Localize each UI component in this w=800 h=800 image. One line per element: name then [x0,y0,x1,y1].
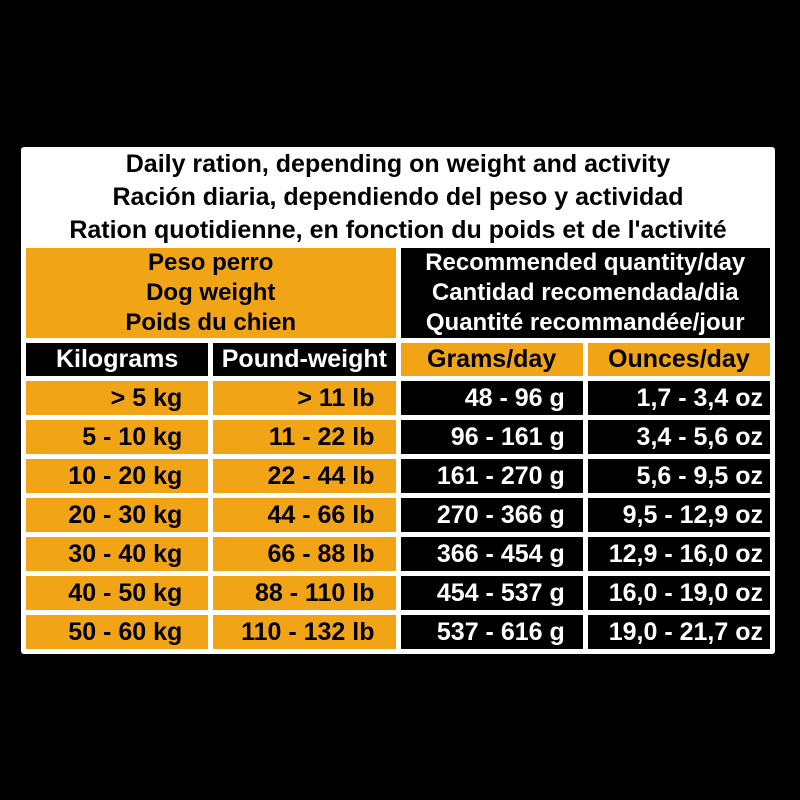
lb-cell: 11 - 22 lb [213,420,396,454]
column-header-kilograms: Kilograms [26,343,209,376]
lb-cell: > 11 lb [213,381,396,415]
dog-weight-header-english: Dog weight [146,279,276,306]
ounces-cell: 3,4 - 5,6 oz [587,420,770,454]
kg-cell: 10 - 20 kg [26,459,209,493]
ounces-cell: 9,5 - 12,9 oz [587,498,770,532]
title-line-spanish: Ración diaria, dependiendo del peso y ac… [112,183,684,211]
grams-cell: 454 - 537 g [400,576,583,610]
title-line-english: Daily ration, depending on weight and ac… [125,150,671,178]
lb-cell: 22 - 44 lb [213,459,396,493]
lb-cell: 44 - 66 lb [213,498,396,532]
column-header-ounces-day: Ounces/day [587,343,770,376]
ounces-cell: 12,9 - 16,0 oz [587,537,770,571]
kg-cell: 5 - 10 kg [26,420,209,454]
grams-cell: 96 - 161 g [400,420,583,454]
grams-cell: 537 - 616 g [400,615,583,649]
dog-weight-header-spanish: Peso perro [148,249,274,276]
column-header-pound-weight: Pound-weight [213,343,396,376]
quantity-header-spanish: Cantidad recomendada/dia [431,279,739,306]
panel-title: Daily ration, depending on weight and ac… [26,147,770,248]
title-line-french: Ration quotidienne, en fonction du poids… [69,216,727,244]
grams-cell: 270 - 366 g [400,498,583,532]
ounces-cell: 19,0 - 21,7 oz [587,615,770,649]
lb-cell: 88 - 110 lb [213,576,396,610]
kg-cell: > 5 kg [26,381,209,415]
ounces-cell: 16,0 - 19,0 oz [587,576,770,610]
kg-cell: 50 - 60 kg [26,615,209,649]
ration-table: Peso perro Dog weight Poids du chien Rec… [26,248,770,649]
recommended-quantity-header: Recommended quantity/day Cantidad recome… [400,248,770,338]
dog-weight-header-french: Poids du chien [125,309,297,336]
kg-cell: 40 - 50 kg [26,576,209,610]
kg-cell: 30 - 40 kg [26,537,209,571]
ounces-cell: 5,6 - 9,5 oz [587,459,770,493]
column-header-grams-day: Grams/day [400,343,583,376]
lb-cell: 66 - 88 lb [213,537,396,571]
grams-cell: 366 - 454 g [400,537,583,571]
daily-ration-table-panel: Daily ration, depending on weight and ac… [21,147,775,654]
grams-cell: 48 - 96 g [400,381,583,415]
kg-cell: 20 - 30 kg [26,498,209,532]
ounces-cell: 1,7 - 3,4 oz [587,381,770,415]
quantity-header-french: Quantité recommandée/jour [425,309,745,336]
grams-cell: 161 - 270 g [400,459,583,493]
quantity-header-english: Recommended quantity/day [425,249,746,276]
lb-cell: 110 - 132 lb [213,615,396,649]
dog-weight-header: Peso perro Dog weight Poids du chien [26,248,396,338]
